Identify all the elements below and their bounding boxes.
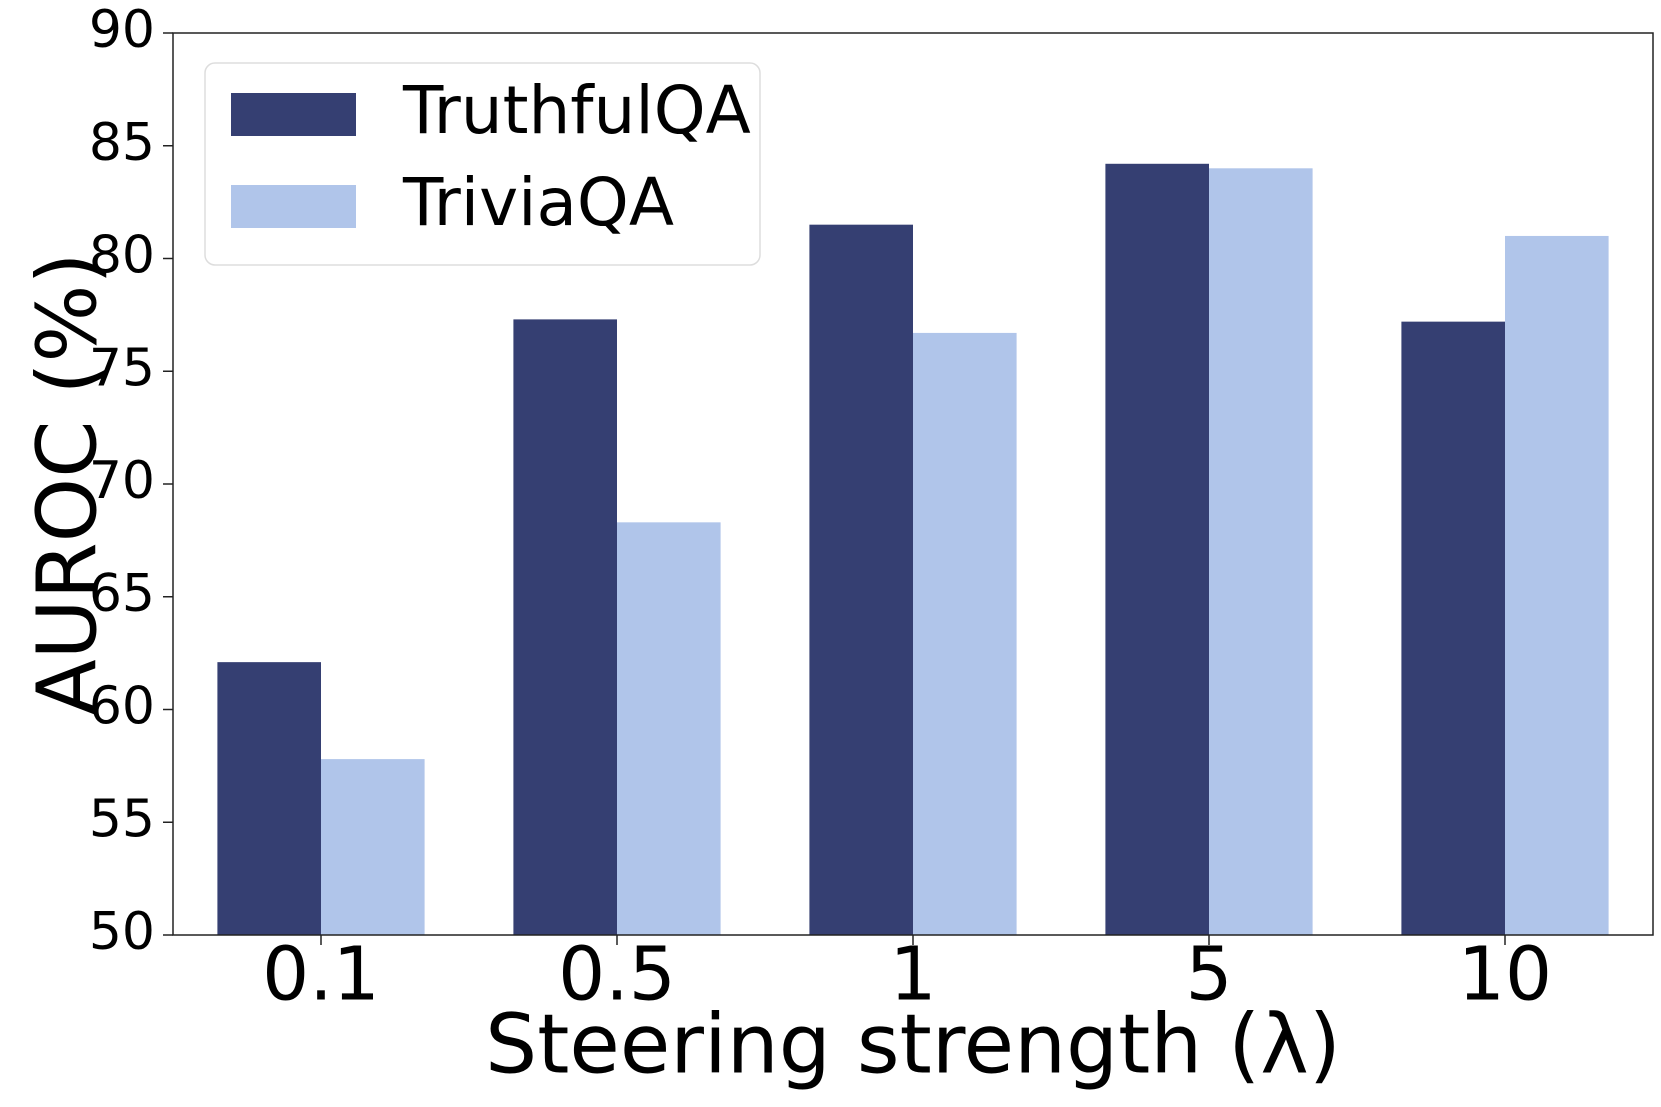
y-tick-label-75: 75 [89, 338, 155, 398]
y-tick-label-90: 90 [89, 0, 155, 60]
y-tick-label-55: 55 [89, 789, 155, 849]
x-tick-label-5: 5 [1185, 931, 1232, 1017]
legend-label-triviaqa: TriviaQA [402, 164, 674, 241]
bar-truthfulqa-0-1 [217, 662, 321, 935]
y-tick-label-70: 70 [89, 451, 155, 511]
y-tick-label-50: 50 [89, 902, 155, 962]
y-axis-title: AUROC (%) [20, 253, 115, 716]
bar-truthfulqa-10 [1401, 321, 1505, 935]
x-tick-label-0-5: 0.5 [558, 931, 676, 1017]
x-tick-label-10: 10 [1458, 931, 1552, 1017]
x-tick-label-1: 1 [889, 931, 936, 1017]
bar-truthfulqa-5 [1105, 163, 1209, 936]
y-axis-ticks: 50 55 60 65 70 75 80 85 90 [89, 0, 173, 962]
bar-truthfulqa-0-5 [513, 319, 617, 935]
legend-label-truthfulqa: TruthfulQA [402, 72, 751, 149]
y-tick-label-85: 85 [89, 113, 155, 173]
bar-triviaqa-5 [1209, 168, 1313, 936]
legend-swatch-triviaqa [231, 185, 356, 228]
bar-triviaqa-10 [1505, 235, 1609, 935]
y-tick-label-80: 80 [89, 226, 155, 286]
bar-triviaqa-0-5 [617, 522, 721, 935]
y-tick-label-65: 65 [89, 564, 155, 624]
x-tick-label-0-1: 0.1 [262, 931, 380, 1017]
plot-frame [172, 32, 1654, 936]
bars-group [217, 163, 1609, 936]
legend-swatch-truthfulqa [231, 93, 356, 136]
bar-triviaqa-0-1 [321, 759, 425, 935]
bar-truthfulqa-1 [809, 224, 913, 936]
y-tick-label-60: 60 [89, 677, 155, 737]
legend: TruthfulQA TriviaQA [204, 62, 761, 266]
x-axis-ticks: 0.1 0.5 1 5 10 [262, 931, 1552, 1017]
bar-triviaqa-1 [913, 332, 1017, 935]
x-axis-title: Steering strength (λ) [485, 997, 1341, 1092]
